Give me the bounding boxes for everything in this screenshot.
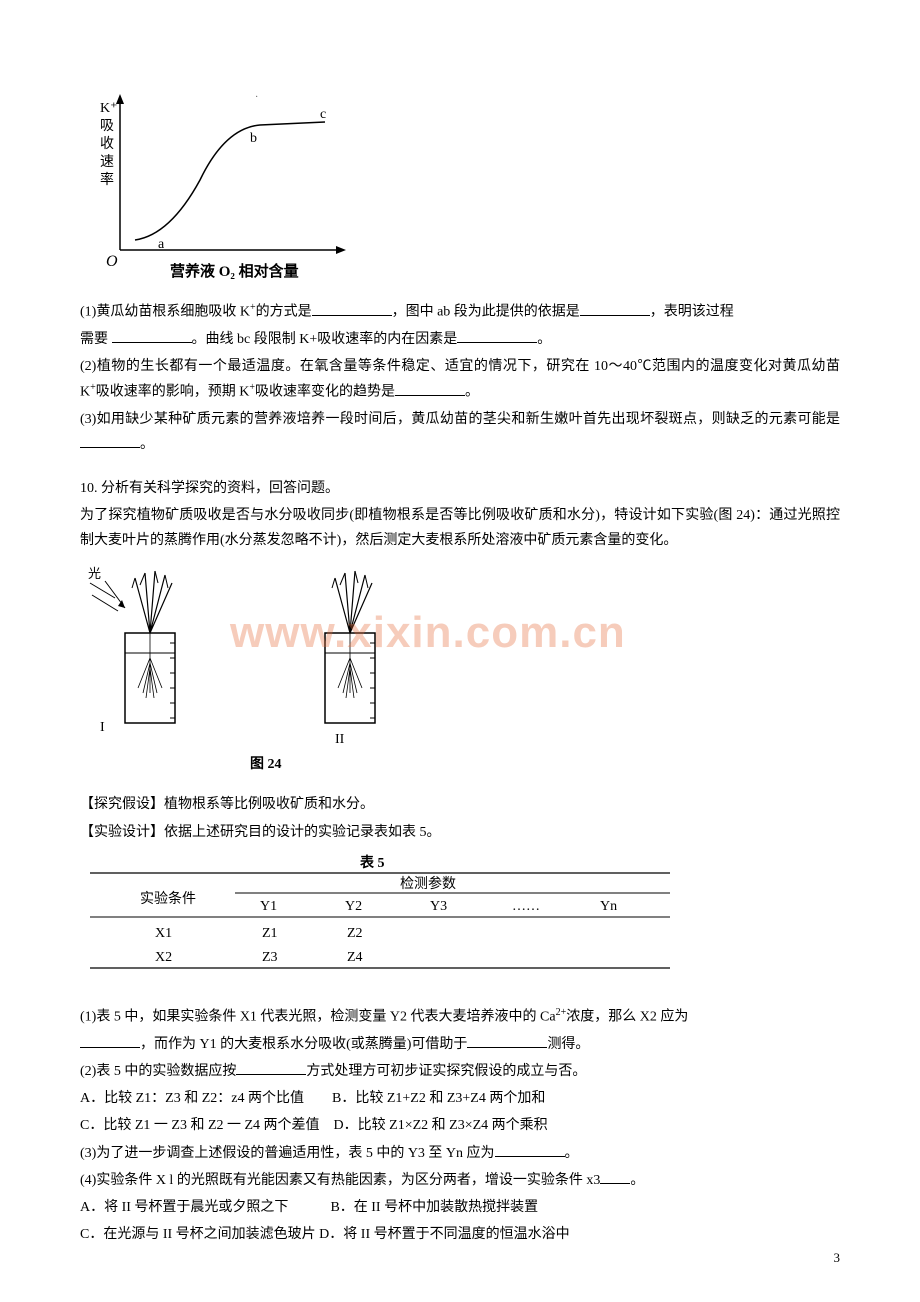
q10-opts2-row2: C．在光源与 II 号杯之间加装滤色玻片 D．将 II 号杯置于不同温度的恒温水… [80, 1222, 840, 1247]
table-col-header: 检测参数 [400, 875, 456, 892]
point-c: c [320, 107, 326, 122]
q10-design: 【实验设计】依据上述研究目的设计的实验记录表如表 5。 [80, 820, 840, 845]
row-x1-label: X1 [155, 926, 172, 941]
blank [580, 301, 650, 316]
q10-p5-b: 。 [630, 1173, 644, 1188]
col-y3: Y3 [430, 899, 447, 914]
q10-opts-row2: C．比较 Z1 一 Z3 和 Z2 一 Z4 两个差值 D．比较 Z1×Z2 和… [80, 1113, 840, 1138]
graph-svg: K⁺ 吸 收 速 率 O a b c · 营养液 O₂ 相对含量 [80, 80, 360, 280]
blank [236, 1060, 306, 1075]
q10-opts2-row1: A．将 II 号杯置于晨光或夕照之下 B．在 II 号杯中加装散热搅拌装置 [80, 1195, 840, 1220]
point-b: b [250, 131, 257, 146]
blank [312, 301, 392, 316]
table-row-header: 实验条件 [140, 890, 196, 907]
cup-1-label: I [100, 720, 105, 735]
blank [457, 328, 537, 343]
q9-p4-a: (3)如用缺少某种矿质元素的营养液培养一段时间后，黄瓜幼苗的茎尖和新生嫩叶首先出… [80, 412, 840, 427]
blank [600, 1169, 630, 1184]
table-5: 表 5 实验条件 检测参数 Y1 Y2 Y3 …… Yn X1 Z1 Z2 X2… [80, 853, 840, 992]
q10-p5: (4)实验条件 X l 的光照既有光能因素又有热能因素，为区分两者，增设一实验条… [80, 1168, 840, 1193]
k-absorption-graph: K⁺ 吸 收 速 率 O a b c · 营养液 O₂ 相对含量 [80, 80, 840, 289]
q9-p1: (1)黄瓜幼苗根系细胞吸收 K+的方式是，图中 ab 段为此提供的依据是，表明该… [80, 299, 840, 325]
q9-p1-d: ，表明该过程 [650, 305, 734, 320]
y-label-char: 吸 [100, 119, 114, 134]
cup-1: 光 I [88, 566, 175, 735]
opt-b: B．比较 Z1+Z2 和 Z3+Z4 两个加和 [332, 1091, 545, 1106]
blank [80, 433, 140, 448]
cell-z1: Z1 [262, 926, 278, 941]
figure-24: www.xixin.com.cn 光 [80, 563, 840, 782]
x-axis-label: 营养液 O₂ 相对含量 [170, 262, 299, 280]
table-5-svg: 表 5 实验条件 检测参数 Y1 Y2 Y3 …… Yn X1 Z1 Z2 X2… [80, 853, 680, 983]
opt-c: C．比较 Z1 一 Z3 和 Z2 一 Z4 两个差值 [80, 1118, 320, 1133]
point-a: a [158, 237, 165, 252]
q9-p1-b: 的方式是 [256, 305, 312, 320]
blank [395, 381, 465, 396]
cell-z4: Z4 [347, 950, 363, 965]
col-yn: Yn [600, 899, 617, 914]
blank [112, 328, 192, 343]
figure-24-svg: 光 I [80, 563, 480, 773]
q10-p4-b: 。 [565, 1146, 579, 1161]
light-label: 光 [88, 566, 101, 581]
q10-p3: (2)表 5 中的实验数据应按 方式处理方可初步证实探究假设的成立与否。 [80, 1059, 840, 1084]
q10-p1-b: 浓度，那么 X2 应为 [566, 1010, 688, 1025]
svg-text:·: · [255, 92, 258, 103]
q10-hypothesis: 【探究假设】植物根系等比例吸收矿质和水分。 [80, 792, 840, 817]
opt2-a: A．将 II 号杯置于晨光或夕照之下 [80, 1200, 288, 1215]
table-title: 表 5 [359, 854, 385, 871]
q9-p3: (2)植物的生长都有一个最适温度。在氧含量等条件稳定、适宜的情况下，研究在 10… [80, 354, 840, 405]
blank [467, 1033, 547, 1048]
q9-p4-b: 。 [140, 437, 154, 452]
q9-p2-a: 需要 [80, 332, 108, 347]
q10-p4-a: (3)为了进一步调查上述假设的普遍适用性，表 5 中的 Y3 至 Yn 应为 [80, 1146, 495, 1161]
cup-2-label: II [335, 732, 345, 747]
q9-p1-c: ，图中 ab 段为此提供的依据是 [392, 305, 580, 320]
q10-p5-a: (4)实验条件 X l 的光照既有光能因素又有热能因素，为区分两者，增设一实验条… [80, 1173, 600, 1188]
opt2-d: D．将 II 号杯置于不同温度的恒温水浴中 [319, 1227, 569, 1242]
origin-label: O [106, 253, 118, 270]
q10-p2-b: 测得。 [547, 1037, 589, 1052]
q10-lead: 10. 分析有关科学探究的资料，回答问题。 [80, 476, 840, 501]
col-y2: Y2 [345, 899, 362, 914]
cup-2: II [325, 571, 375, 747]
y-label-char: 速 [100, 154, 114, 170]
q9-p4: (3)如用缺少某种矿质元素的营养液培养一段时间后，黄瓜幼苗的茎尖和新生嫩叶首先出… [80, 407, 840, 457]
q10-p2: ，而作为 Y1 的大麦根系水分吸收(或蒸腾量)可借助于 测得。 [80, 1032, 840, 1057]
q9-p3-d: 。 [465, 385, 479, 400]
opt-d: D．比较 Z1×Z2 和 Z3×Z4 两个乘积 [334, 1118, 548, 1133]
q10-p3-b: 方式处理方可初步证实探究假设的成立与否。 [306, 1064, 586, 1079]
q9-p3-b: 吸收速率的影响，预期 K [96, 385, 250, 400]
q9-p3-c: 吸收速率变化的趋势是 [255, 385, 395, 400]
blank [80, 1033, 140, 1048]
q10-p3-a: (2)表 5 中的实验数据应按 [80, 1064, 236, 1079]
document-page: K⁺ 吸 收 速 率 O a b c · 营养液 O₂ 相对含量 (1)黄瓜幼苗… [0, 0, 920, 1289]
q10-p1: (1)表 5 中，如果实验条件 X1 代表光照，检测变量 Y2 代表大麦培养液中… [80, 1004, 840, 1030]
opt2-c: C．在光源与 II 号杯之间加装滤色玻片 [80, 1227, 316, 1242]
blank [495, 1142, 565, 1157]
opt-a: A．比较 Z1：Z3 和 Z2：z4 两个比值 [80, 1091, 304, 1106]
col-y1: Y1 [260, 899, 277, 914]
q9-p2: 需要 。曲线 bc 段限制 K+吸收速率的内在因素是 。 [80, 327, 840, 352]
opt2-b: B．在 II 号杯中加装散热搅拌装置 [330, 1200, 538, 1215]
q9-p1-a: (1)黄瓜幼苗根系细胞吸收 K [80, 305, 250, 320]
q10-intro: 为了探究植物矿质吸收是否与水分吸收同步(即植物根系是否等比例吸收矿质和水分)，特… [80, 503, 840, 553]
y-label-char: K⁺ [100, 101, 118, 116]
q10-p1-a: (1)表 5 中，如果实验条件 X1 代表光照，检测变量 Y2 代表大麦培养液中… [80, 1010, 556, 1025]
page-number: 3 [834, 1246, 841, 1269]
q10-opts-row1: A．比较 Z1：Z3 和 Z2：z4 两个比值 B．比较 Z1+Z2 和 Z3+… [80, 1086, 840, 1111]
q10-p4: (3)为了进一步调查上述假设的普遍适用性，表 5 中的 Y3 至 Yn 应为 。 [80, 1141, 840, 1166]
q10-p2-a: ，而作为 Y1 的大麦根系水分吸收(或蒸腾量)可借助于 [140, 1037, 467, 1052]
cell-z3: Z3 [262, 950, 278, 965]
figure-caption: 图 24 [250, 756, 282, 772]
col-dots: …… [512, 899, 540, 914]
cell-z2: Z2 [347, 926, 363, 941]
y-label-char: 率 [100, 171, 114, 188]
q9-p2-c: 。 [537, 332, 551, 347]
q9-p2-b: 。曲线 bc 段限制 K+吸收速率的内在因素是 [192, 332, 458, 347]
row-x2-label: X2 [155, 950, 172, 965]
y-label-char: 收 [100, 136, 114, 152]
